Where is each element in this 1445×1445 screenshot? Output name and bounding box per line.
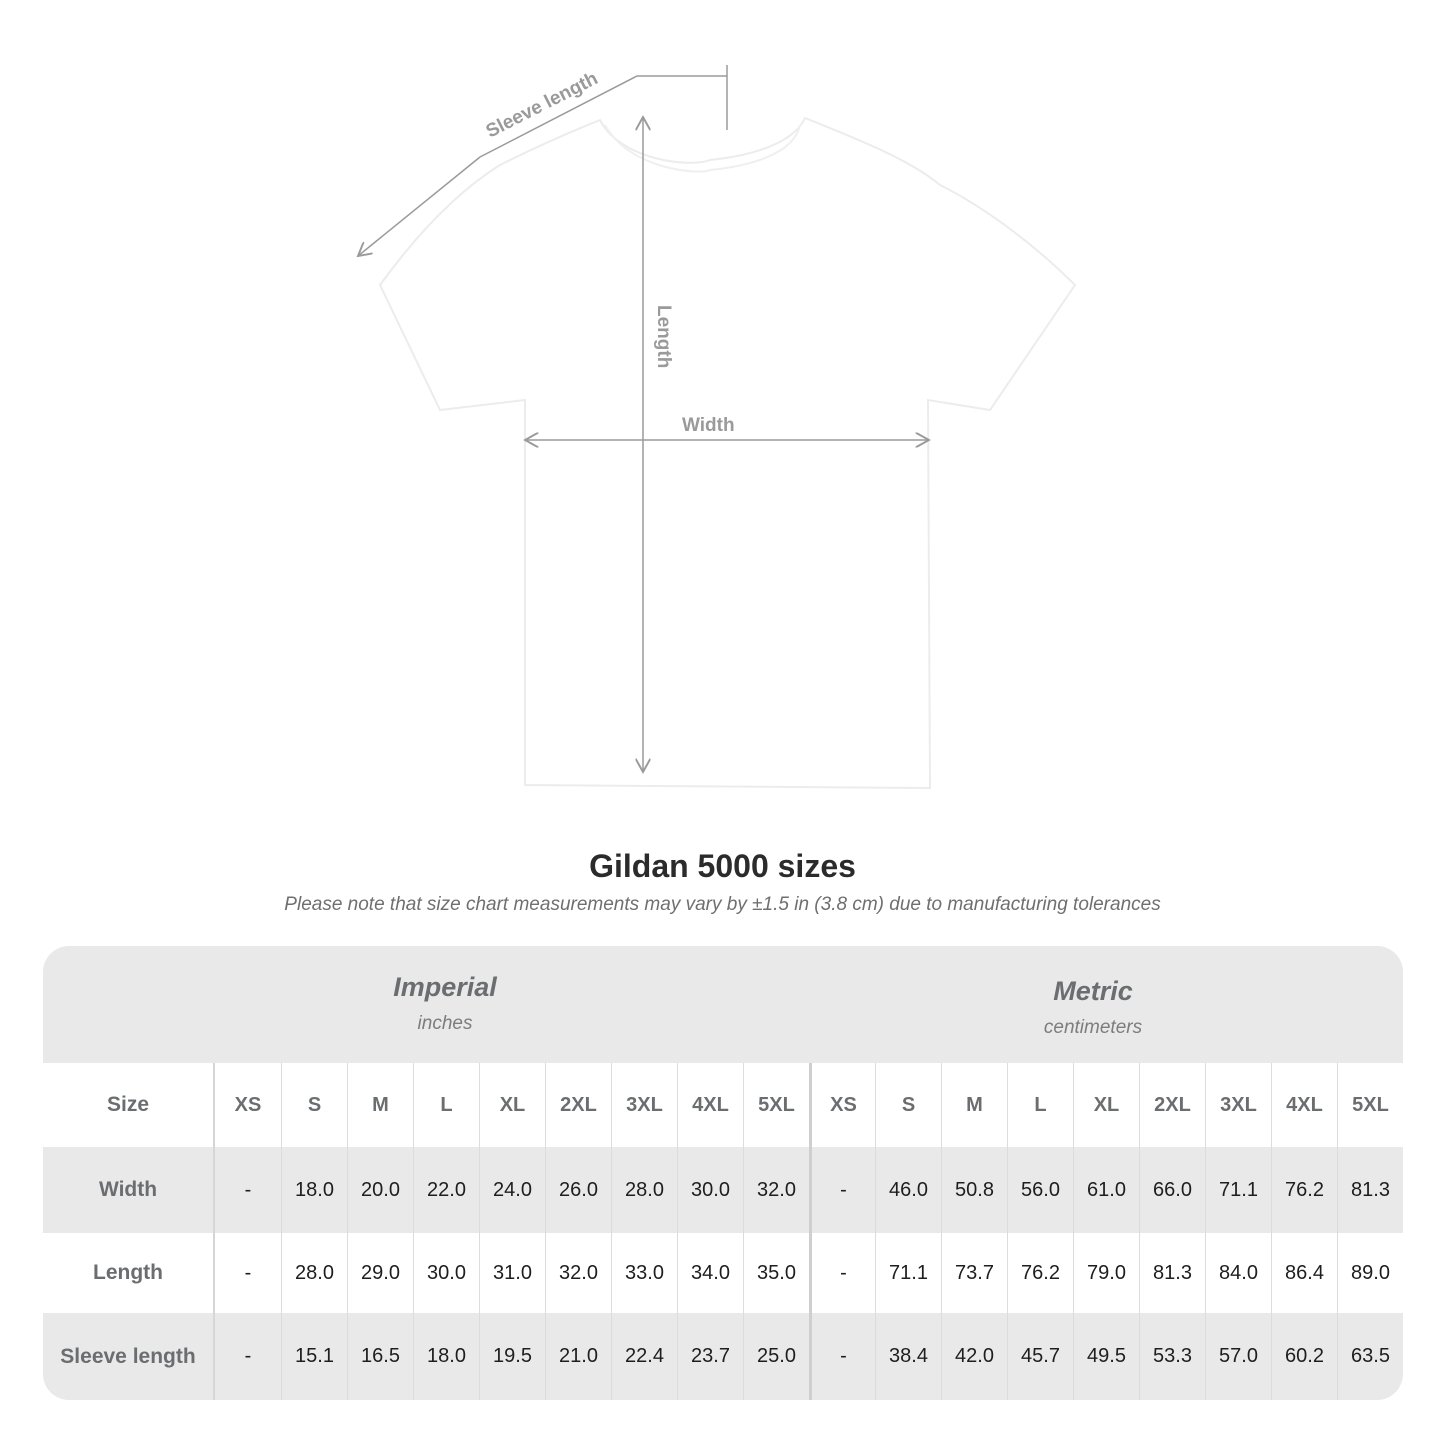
metric-size-5xl: 5XL: [1337, 1063, 1403, 1147]
imperial-value-cell: -: [244, 1178, 252, 1201]
imperial-value-cell: 29.0: [347, 1233, 413, 1313]
metric-size-2xl: 2XL: [1139, 1063, 1205, 1147]
metric-size-l: L: [1007, 1063, 1073, 1147]
size-header-row: Size XS S M L XL 2XL 3XL 4XL 5XL XS S M L XL 2XL 3XL 4XL 5…: [43, 1063, 1403, 1147]
imperial-size-5xl: 5XL: [743, 1063, 809, 1147]
imperial-value-cell: 22.4: [611, 1313, 677, 1400]
imperial-value-cell: -: [244, 1261, 252, 1284]
metric-size-xs: XS: [809, 1063, 875, 1147]
table-row-width: Width -18.0 20.0 22.0 24.0 26.0 28.0 30.0 32.0-4…: [43, 1147, 1403, 1233]
metric-header: Metric centimeters: [793, 976, 1393, 1039]
length-label: Length: [653, 305, 674, 368]
imperial-size-xl: XL: [479, 1063, 545, 1147]
imperial-size-4xl: 4XL: [677, 1063, 743, 1147]
metric-value-cell: 60.2: [1271, 1313, 1337, 1400]
table-row-length: Length -28.0 29.0 30.0 31.0 32.0 33.0 34.0 35.0-…: [43, 1233, 1403, 1313]
metric-value-cell: 79.0: [1073, 1233, 1139, 1313]
imperial-size-2xl: 2XL: [545, 1063, 611, 1147]
imperial-value-cell: 32.0: [545, 1233, 611, 1313]
metric-size-4xl: 4XL: [1271, 1063, 1337, 1147]
imperial-value-cell: 31.0: [479, 1233, 545, 1313]
imperial-size-xs: XS: [234, 1093, 262, 1116]
imperial-value-cell: 15.1: [281, 1313, 347, 1400]
tolerance-note: Please note that size chart measurements…: [284, 894, 1161, 915]
metric-title: Metric: [1053, 976, 1133, 1006]
metric-value-cell: 57.0: [1205, 1313, 1271, 1400]
imperial-value-cell: -: [244, 1345, 252, 1367]
metric-value-cell: 49.5: [1073, 1313, 1139, 1400]
metric-size-s: S: [875, 1063, 941, 1147]
width-label: Width: [682, 415, 735, 436]
metric-value-cell: 42.0: [941, 1313, 1007, 1400]
metric-size-xl: XL: [1073, 1063, 1139, 1147]
imperial-header: Imperial inches: [145, 972, 745, 1035]
sleeve-measure-line: [358, 65, 728, 256]
imperial-value-cell: 30.0: [413, 1233, 479, 1313]
imperial-value-cell: 32.0: [743, 1147, 809, 1233]
imperial-value-cell: 26.0: [545, 1147, 611, 1233]
imperial-title: Imperial: [393, 972, 497, 1002]
imperial-size-s: S: [281, 1063, 347, 1147]
metric-value-cell: 86.4: [1271, 1233, 1337, 1313]
table-row-sleeve-length: Sleeve length - 15.1 16.5 18.0 19.5 21.0 22.4 23…: [43, 1313, 1403, 1400]
metric-unit: centimeters: [1043, 1017, 1143, 1038]
metric-size-3xl: 3XL: [1205, 1063, 1271, 1147]
metric-value-cell: 84.0: [1205, 1233, 1271, 1313]
metric-value-cell: 81.3: [1337, 1147, 1403, 1233]
imperial-value-cell: 19.5: [479, 1313, 545, 1400]
imperial-value-cell: 16.5: [347, 1313, 413, 1400]
metric-value-cell: 71.1: [875, 1233, 941, 1313]
tshirt-shape: [378, 116, 1077, 790]
size-label: Size: [43, 1063, 215, 1147]
imperial-value-cell: 28.0: [281, 1233, 347, 1313]
imperial-value-cell: 34.0: [677, 1233, 743, 1313]
metric-value-cell: -: [809, 1147, 875, 1233]
metric-value-cell: 61.0: [1073, 1147, 1139, 1233]
imperial-value-cell: 23.7: [677, 1313, 743, 1400]
metric-value-cell: 66.0: [1139, 1147, 1205, 1233]
imperial-value-cell: 24.0: [479, 1147, 545, 1233]
metric-value-cell: 50.8: [941, 1147, 1007, 1233]
imperial-value-cell: 33.0: [611, 1233, 677, 1313]
imperial-value-cell: 30.0: [677, 1147, 743, 1233]
metric-size-m: M: [941, 1063, 1007, 1147]
unit-header-band: Imperial inches Metric centimeters: [43, 946, 1403, 1063]
metric-value-cell: 56.0: [1007, 1147, 1073, 1233]
imperial-value-cell: 21.0: [545, 1313, 611, 1400]
metric-value-cell: 73.7: [941, 1233, 1007, 1313]
page-title: Gildan 5000 sizes: [589, 848, 856, 884]
imperial-value-cell: 28.0: [611, 1147, 677, 1233]
metric-value-cell: 71.1: [1205, 1147, 1271, 1233]
metric-value-cell: 81.3: [1139, 1233, 1205, 1313]
metric-value-cell: 76.2: [1007, 1233, 1073, 1313]
metric-value-cell: 89.0: [1337, 1233, 1403, 1313]
imperial-value-cell: 25.0: [743, 1313, 809, 1400]
metric-value-cell: 53.3: [1139, 1313, 1205, 1400]
imperial-value-cell: 35.0: [743, 1233, 809, 1313]
imperial-value-cell: 18.0: [413, 1313, 479, 1400]
metric-value-cell: 38.4: [875, 1313, 941, 1400]
imperial-value-cell: 18.0: [281, 1147, 347, 1233]
imperial-value-cell: 20.0: [347, 1147, 413, 1233]
size-table: Imperial inches Metric centimeters Size X…: [43, 946, 1403, 1400]
metric-value-cell: 45.7: [1007, 1313, 1073, 1400]
metric-value-cell: 46.0: [875, 1147, 941, 1233]
tshirt-diagram: Sleeve length Length Width: [0, 65, 1077, 790]
metric-value-cell: 76.2: [1271, 1147, 1337, 1233]
row-label: Width: [43, 1147, 215, 1233]
metric-value-cell: -: [809, 1233, 875, 1313]
metric-value-cell: -: [809, 1313, 875, 1400]
metric-value-cell: 63.5: [1337, 1313, 1403, 1400]
imperial-size-l: L: [413, 1063, 479, 1147]
imperial-size-3xl: 3XL: [611, 1063, 677, 1147]
row-label: Sleeve length: [43, 1313, 215, 1400]
imperial-size-m: M: [347, 1063, 413, 1147]
row-label: Length: [43, 1233, 215, 1313]
imperial-unit: inches: [417, 1013, 473, 1034]
imperial-value-cell: 22.0: [413, 1147, 479, 1233]
